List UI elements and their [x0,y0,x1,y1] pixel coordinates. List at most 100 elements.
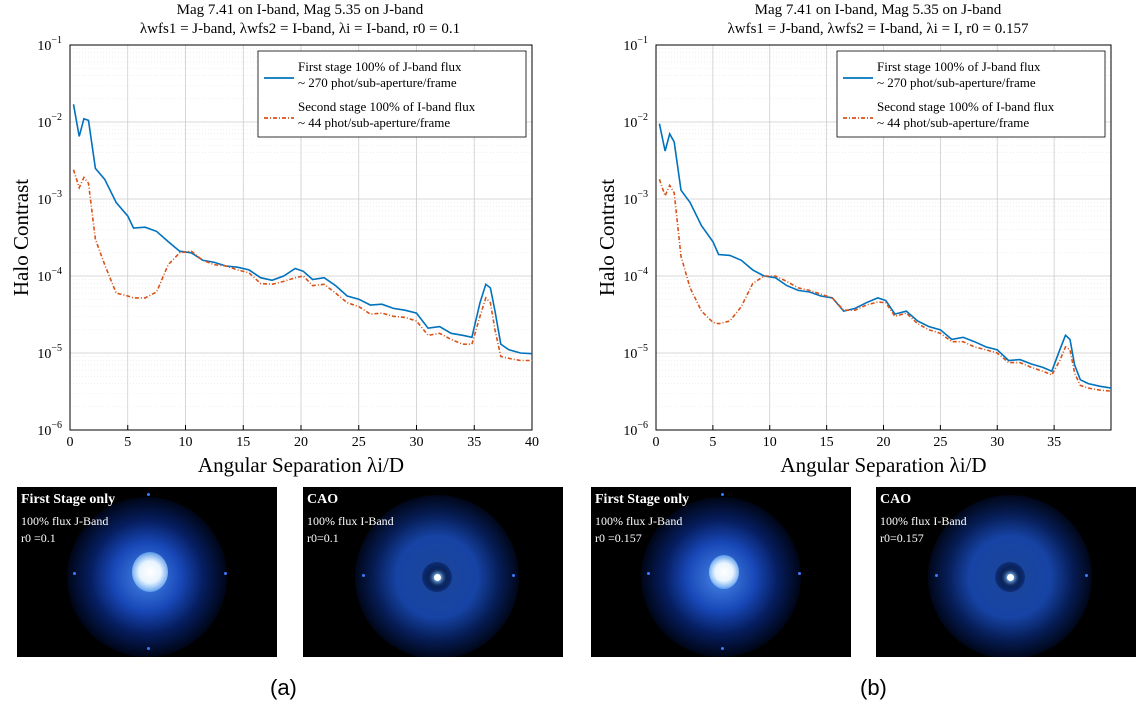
panel-b: Mag 7.41 on I-band, Mag 5.35 on J-band λ… [578,0,1138,713]
legend-sublabel-2: ~ 44 phot/sub-aperture/frame [877,115,1029,130]
psf-flux-label: 100% flux I-Band [880,514,967,528]
x-tick-label: 0 [67,435,74,450]
psf-image-cao: CAO 100% flux I-Band r0=0.157 [876,487,1136,657]
y-tick-exponent: −2 [51,112,62,123]
psf-image-first-stage: First Stage only 100% flux J-Band r0 =0.… [591,487,851,657]
y-tick-exponent: −4 [637,266,648,277]
y-tick-exponent: −5 [637,343,648,354]
psf-satellite-spot [1085,574,1088,577]
legend: First stage 100% of J-band flux~ 270 pho… [257,50,527,138]
y-tick-label: 10−2 [37,112,62,131]
x-tick-label: 10 [763,435,777,450]
y-tick-label: 10−1 [37,35,62,54]
x-tick-label: 10 [179,435,193,450]
legend-box [836,50,1106,138]
psf-r0-label: r0 =0.1 [21,531,56,545]
x-tick-label: 0 [653,435,660,450]
y-tick-label: 10−3 [623,189,648,208]
legend-label-2: Second stage 100% of I-band flux [298,99,476,114]
psf-satellite-spot [512,574,515,577]
y-tick-label: 10−5 [623,343,648,362]
y-tick-exponent: −4 [51,266,62,277]
chart-a: Mag 7.41 on I-band, Mag 5.35 on J-band λ… [9,2,539,477]
x-tick-label: 35 [467,435,481,450]
x-tick-label: 25 [352,435,366,450]
y-axis-label: Halo Contrast [595,179,619,296]
chart-title-line1: Mag 7.41 on I-band, Mag 5.35 on J-band [755,2,1002,18]
legend-label-1: First stage 100% of J-band flux [298,59,462,74]
psf-satellite-spot [721,647,724,650]
y-tick-label: 10−2 [623,112,648,131]
y-tick-exponent: −6 [637,420,648,431]
y-tick-exponent: −2 [637,112,648,123]
psf-satellite-spot [935,574,938,577]
chart-title-line1: Mag 7.41 on I-band, Mag 5.35 on J-band [177,2,424,18]
y-tick-exponent: −3 [637,189,648,200]
y-tick-exponent: −5 [51,343,62,354]
psf-r0-label: r0 =0.157 [595,531,642,545]
psf-satellite-spot [647,572,650,575]
legend-label-1: First stage 100% of J-band flux [877,59,1041,74]
psf-satellite-spot [73,572,76,575]
psf-satellite-spot [721,493,724,496]
axes-frame [69,44,533,431]
psf-core [434,574,441,581]
y-tick-label: 10−6 [623,420,648,439]
psf-title: CAO [307,492,339,507]
psf-core [709,555,739,589]
x-tick-label: 30 [410,435,424,450]
psf-title: First Stage only [595,492,690,507]
x-tick-label: 40 [525,435,539,450]
y-tick-exponent: −1 [51,35,62,46]
series-line-2 [72,169,532,362]
psf-core [1007,574,1014,581]
legend-sublabel-2: ~ 44 phot/sub-aperture/frame [298,115,450,130]
psf-core [132,552,168,592]
x-tick-label: 20 [877,435,891,450]
psf-satellite-spot [362,574,365,577]
x-tick-label: 20 [294,435,308,450]
psf-satellite-spot [224,572,227,575]
y-tick-label: 10−5 [37,343,62,362]
panel-label: (b) [860,675,887,700]
psf-r0-label: r0=0.1 [307,531,339,545]
legend-sublabel-1: ~ 270 phot/sub-aperture/frame [877,75,1036,90]
psf-satellite-spot [147,493,150,496]
series-line-1 [72,104,532,355]
chart-title-line2: λwfs1 = J-band, λwfs2 = I-band, λi = I, … [727,21,1029,37]
x-axis-label: Angular Separation λi/D [198,453,404,477]
y-tick-label: 10−4 [37,266,62,285]
legend-sublabel-1: ~ 270 phot/sub-aperture/frame [298,75,457,90]
y-axis-label: Halo Contrast [9,179,33,296]
y-tick-exponent: −6 [51,420,62,431]
legend-label-2: Second stage 100% of I-band flux [877,99,1055,114]
y-tick-label: 10−4 [623,266,648,285]
y-tick-exponent: −1 [637,35,648,46]
panel-label: (a) [270,675,297,700]
y-tick-label: 10−6 [37,420,62,439]
series-line-1 [658,123,1111,389]
y-tick-label: 10−1 [623,35,648,54]
psf-title: First Stage only [21,492,116,507]
psf-flux-label: 100% flux J-Band [595,514,683,528]
x-axis-label: Angular Separation λi/D [780,453,986,477]
panel-a: Mag 7.41 on I-band, Mag 5.35 on J-band λ… [0,0,563,713]
series-line-2 [658,179,1111,392]
axes-frame [655,44,1112,431]
psf-title: CAO [880,492,912,507]
x-tick-label: 35 [1047,435,1061,450]
psf-flux-label: 100% flux I-Band [307,514,394,528]
psf-r0-label: r0=0.157 [880,531,924,545]
psf-flux-label: 100% flux J-Band [21,514,109,528]
psf-image-first-stage: First Stage only 100% flux J-Band r0 =0.… [17,487,277,657]
x-tick-label: 15 [236,435,250,450]
legend-box [257,50,527,138]
x-tick-label: 5 [124,435,131,450]
y-tick-exponent: −3 [51,189,62,200]
chart-b: Mag 7.41 on I-band, Mag 5.35 on J-band λ… [595,2,1112,477]
psf-satellite-spot [798,572,801,575]
x-tick-label: 15 [820,435,834,450]
chart-title-line2: λwfs1 = J-band, λwfs2 = I-band, λi = I-b… [140,21,460,37]
x-tick-label: 30 [990,435,1004,450]
psf-image-cao: CAO 100% flux I-Band r0=0.1 [303,487,563,657]
